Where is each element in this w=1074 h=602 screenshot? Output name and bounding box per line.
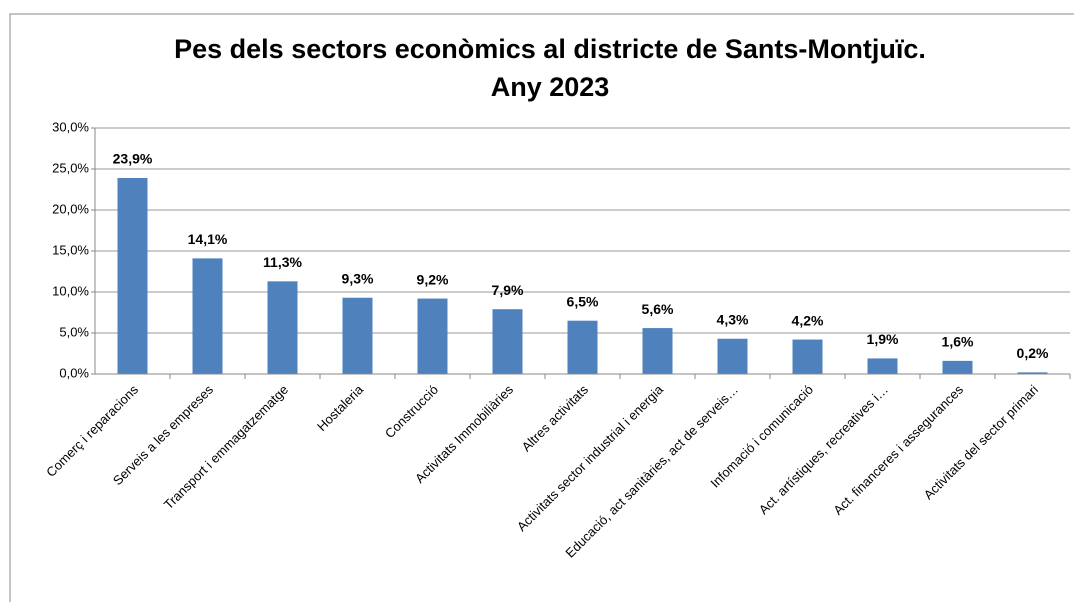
bar bbox=[417, 298, 448, 374]
y-tick-label: 0,0% bbox=[59, 365, 89, 380]
y-tick-label: 20,0% bbox=[52, 201, 89, 216]
value-label: 1,9% bbox=[867, 331, 899, 347]
bar bbox=[642, 328, 673, 374]
value-label: 14,1% bbox=[188, 231, 228, 247]
value-label: 9,2% bbox=[417, 271, 449, 287]
value-label: 5,6% bbox=[642, 301, 674, 317]
bar bbox=[192, 258, 223, 374]
bar bbox=[1017, 372, 1048, 374]
x-tick-label: Transport i emmagatzematge bbox=[161, 382, 291, 512]
bar bbox=[567, 320, 598, 374]
chart-frame bbox=[9, 13, 1074, 602]
chart-title: Pes dels sectors econòmics al districte … bbox=[174, 34, 926, 102]
x-tick-label: Educació, act sanitàries, act de serveis… bbox=[562, 382, 741, 561]
x-tick-label: Altres activitats bbox=[519, 382, 592, 455]
value-label: 1,6% bbox=[942, 334, 974, 350]
x-tick-label: Construcció bbox=[382, 382, 441, 441]
value-label: 23,9% bbox=[113, 151, 153, 167]
value-label: 9,3% bbox=[342, 270, 374, 286]
bar bbox=[342, 297, 373, 374]
bar bbox=[267, 281, 298, 374]
bar bbox=[942, 360, 973, 374]
value-label: 0,2% bbox=[1017, 345, 1049, 361]
value-label: 11,3% bbox=[263, 254, 302, 270]
bar bbox=[117, 178, 148, 374]
y-tick-label: 25,0% bbox=[52, 160, 89, 175]
bar bbox=[717, 338, 748, 374]
value-label: 4,3% bbox=[717, 311, 749, 327]
bar bbox=[792, 339, 823, 374]
bar bbox=[492, 309, 523, 374]
x-tick-label: Activitats sector industrial i energia bbox=[514, 381, 667, 534]
value-label: 6,5% bbox=[567, 293, 599, 309]
bar bbox=[867, 358, 898, 374]
y-tick-label: 5,0% bbox=[59, 324, 89, 339]
x-tick-label: Hostaleria bbox=[314, 381, 367, 434]
x-tick-label: Act. artístiques, recreatives i… bbox=[756, 382, 891, 517]
value-label: 7,9% bbox=[492, 282, 524, 298]
y-tick-label: 15,0% bbox=[52, 242, 89, 257]
y-tick-label: 30,0% bbox=[52, 119, 89, 134]
y-tick-label: 10,0% bbox=[52, 283, 89, 298]
x-tick-label: Act. financeres i assegurances bbox=[830, 382, 966, 518]
value-label: 4,2% bbox=[792, 312, 824, 328]
